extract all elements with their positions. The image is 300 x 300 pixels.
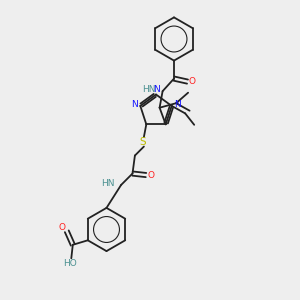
Text: S: S xyxy=(140,137,146,147)
Text: HO: HO xyxy=(63,259,77,268)
Text: N: N xyxy=(153,85,159,94)
Text: O: O xyxy=(59,223,66,232)
Text: HN: HN xyxy=(101,179,115,188)
Text: O: O xyxy=(189,77,196,86)
Text: O: O xyxy=(147,170,154,179)
Text: N: N xyxy=(174,100,181,109)
Text: N: N xyxy=(131,100,138,109)
Text: HN: HN xyxy=(142,85,156,94)
